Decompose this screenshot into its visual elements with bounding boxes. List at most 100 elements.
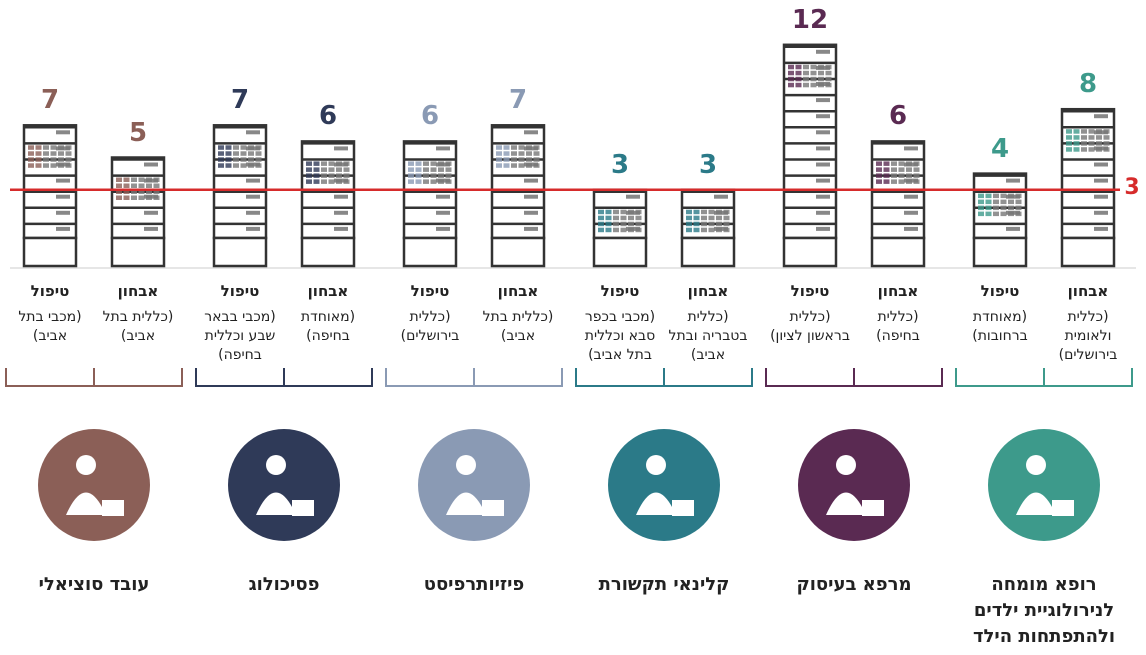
calendar-cell: [613, 210, 619, 215]
calendar-cell: [248, 163, 254, 168]
calendar-stack: [784, 45, 836, 266]
profession-icon: [608, 429, 720, 541]
calendar-stack: [302, 141, 354, 266]
calendar-cell: [51, 145, 57, 150]
floor-icon: [246, 227, 260, 231]
calendar-cell: [701, 210, 707, 215]
calendar-cell: [826, 83, 832, 88]
floor-icon: [144, 211, 158, 215]
value-label: 6: [868, 101, 928, 131]
calendar-cell: [796, 77, 802, 82]
floor-icon: [524, 227, 538, 231]
calendar-cell: [716, 210, 722, 215]
calendar-cell: [636, 216, 642, 221]
calendar-cell: [446, 167, 452, 172]
calendar-cell: [1104, 147, 1110, 152]
calendar-cell: [534, 145, 540, 150]
calendar-cell: [628, 210, 634, 215]
calendar-cell: [891, 173, 897, 178]
calendar-cell: [701, 216, 707, 221]
bar-label: טיפול: [385, 282, 475, 300]
calendar-cell: [36, 163, 42, 168]
calendar-cell: [993, 206, 999, 211]
floor-icon: [524, 179, 538, 183]
calendar-cell: [336, 173, 342, 178]
calendar-base: [112, 238, 164, 266]
floor-icon: [904, 195, 918, 199]
calendar-base: [1062, 238, 1114, 266]
calendar-cell: [993, 212, 999, 217]
calendar-cell: [818, 65, 824, 70]
calendar-cell: [218, 151, 224, 156]
calendar-cell: [154, 178, 160, 183]
bar-subtitle: (מכבי בבאר שבע וכללית בחיפה): [198, 308, 282, 365]
calendar-cell: [446, 161, 452, 166]
calendar-cell: [28, 145, 34, 150]
calendar-cell: [986, 194, 992, 199]
calendar-cell: [431, 167, 437, 172]
calendar-cell: [788, 65, 794, 70]
calendar-cell: [226, 151, 232, 156]
calendar-cell: [131, 178, 137, 183]
floor-icon: [816, 50, 830, 54]
calendar-cell: [154, 196, 160, 201]
calendar-cell: [154, 184, 160, 189]
value-label: 3: [590, 150, 650, 180]
bar-label: אבחון: [93, 282, 183, 300]
calendar-cell: [716, 222, 722, 227]
calendar-cell: [621, 216, 627, 221]
calendar-cell: [431, 161, 437, 166]
calendar-cell: [818, 71, 824, 76]
calendar-cell: [256, 157, 262, 162]
calendar-cell: [344, 161, 350, 166]
floor-icon: [904, 146, 918, 150]
calendar-cell: [709, 210, 715, 215]
profession-icon: [418, 429, 530, 541]
calendar-cell: [899, 161, 905, 166]
floor-icon: [246, 195, 260, 199]
floor-icon: [816, 130, 830, 134]
calendar-cell: [724, 216, 730, 221]
floor-icon: [56, 179, 70, 183]
floor-icon: [436, 211, 450, 215]
infographic: 8אבחון(כללית ולאומית בירושלים)4טיפול(מאו…: [0, 0, 1146, 655]
calendar-cell: [233, 157, 239, 162]
calendar-cell: [241, 163, 247, 168]
floor-icon: [816, 179, 830, 183]
calendar-stack: [404, 141, 456, 266]
calendar-cell: [36, 157, 42, 162]
calendar-cell: [256, 151, 262, 156]
calendar-cell: [1081, 129, 1087, 134]
calendar-cell: [526, 145, 532, 150]
calendar-cell: [1089, 141, 1095, 146]
calendar-cell: [321, 173, 327, 178]
calendar-cell: [1074, 129, 1080, 134]
calendar-cell: [796, 65, 802, 70]
calendar-cell: [519, 145, 525, 150]
calendar-cell: [218, 163, 224, 168]
calendar-cell: [876, 167, 882, 172]
calendar-cell: [146, 178, 152, 183]
calendar-cell: [899, 167, 905, 172]
calendar-cell: [58, 157, 64, 162]
calendar-cell: [709, 216, 715, 221]
calendar-stack: [974, 174, 1026, 266]
bar-subtitle: (כללית בתל אביב): [96, 308, 180, 346]
calendar-cell: [124, 184, 130, 189]
calendar-cell: [636, 228, 642, 233]
calendar-cell: [1016, 194, 1022, 199]
calendar-cell: [329, 167, 335, 172]
calendar-cell: [519, 163, 525, 168]
calendar-cell: [906, 161, 912, 166]
floor-icon: [1006, 179, 1020, 183]
bar-label: אבחון: [853, 282, 943, 300]
calendar-cell: [1008, 206, 1014, 211]
floor-icon: [1006, 227, 1020, 231]
calendar-cell: [511, 145, 517, 150]
calendar-cell: [1089, 135, 1095, 140]
calendar-cell: [124, 196, 130, 201]
calendar-cell: [58, 163, 64, 168]
calendar-cell: [306, 161, 312, 166]
calendar-cell: [891, 167, 897, 172]
calendar-cell: [701, 222, 707, 227]
